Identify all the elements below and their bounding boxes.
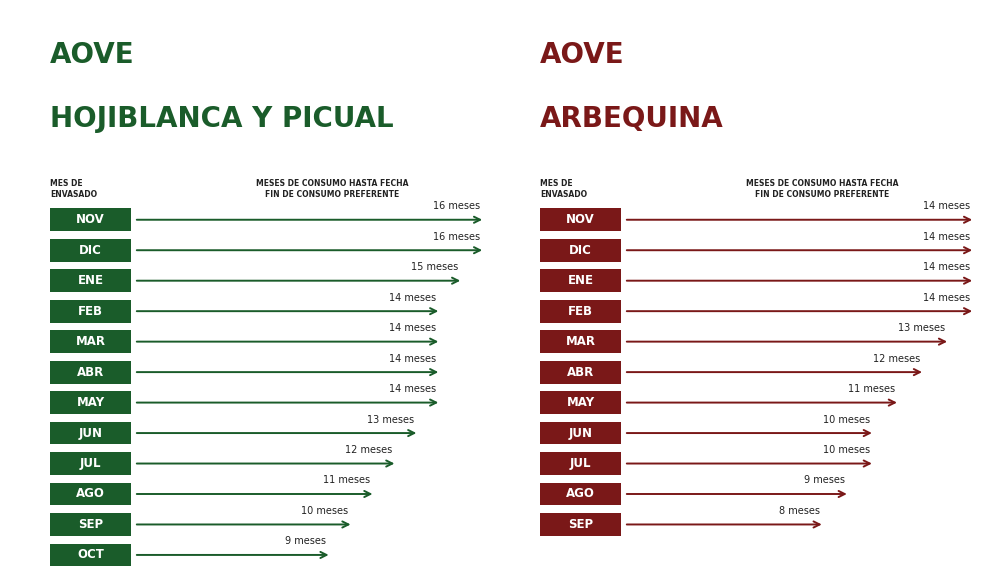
FancyBboxPatch shape (540, 422, 621, 444)
Text: 9 meses: 9 meses (285, 536, 326, 546)
FancyBboxPatch shape (50, 452, 131, 475)
Text: AOVE: AOVE (50, 41, 135, 69)
Text: MAY: MAY (566, 396, 595, 409)
FancyBboxPatch shape (540, 482, 621, 505)
Text: 11 meses: 11 meses (848, 384, 895, 394)
FancyBboxPatch shape (50, 300, 131, 322)
FancyBboxPatch shape (50, 331, 131, 353)
FancyBboxPatch shape (540, 391, 621, 414)
Text: 16 meses: 16 meses (433, 201, 480, 211)
Text: 14 meses: 14 meses (389, 292, 436, 302)
Text: MAY: MAY (76, 396, 105, 409)
Text: SEP: SEP (78, 518, 103, 531)
Text: 14 meses: 14 meses (923, 292, 970, 302)
Text: FEB: FEB (568, 305, 593, 318)
Text: JUL: JUL (570, 457, 591, 470)
Text: MES DE
ENVASADO: MES DE ENVASADO (540, 179, 587, 199)
FancyBboxPatch shape (50, 513, 131, 536)
FancyBboxPatch shape (540, 300, 621, 322)
Text: ABR: ABR (567, 366, 594, 379)
Text: DIC: DIC (79, 244, 102, 257)
FancyBboxPatch shape (540, 361, 621, 384)
Text: 16 meses: 16 meses (433, 231, 480, 241)
Text: DIC: DIC (569, 244, 592, 257)
Text: MESES DE CONSUMO HASTA FECHA
FIN DE CONSUMO PREFERENTE: MESES DE CONSUMO HASTA FECHA FIN DE CONS… (256, 179, 409, 199)
Text: 8 meses: 8 meses (779, 506, 820, 516)
Text: 14 meses: 14 meses (389, 323, 436, 333)
Text: JUN: JUN (568, 427, 592, 440)
Text: FEB: FEB (78, 305, 103, 318)
Text: 14 meses: 14 meses (389, 353, 436, 363)
Text: ABR: ABR (77, 366, 104, 379)
Text: 12 meses: 12 meses (345, 445, 392, 455)
FancyBboxPatch shape (540, 239, 621, 261)
Text: HOJIBLANCA Y PICUAL: HOJIBLANCA Y PICUAL (50, 105, 394, 134)
Text: NOV: NOV (566, 213, 595, 226)
FancyBboxPatch shape (50, 239, 131, 261)
Text: 9 meses: 9 meses (804, 475, 845, 485)
FancyBboxPatch shape (50, 361, 131, 384)
Text: 13 meses: 13 meses (898, 323, 945, 333)
FancyBboxPatch shape (50, 391, 131, 414)
Text: 14 meses: 14 meses (923, 262, 970, 272)
Text: AGO: AGO (76, 488, 105, 500)
FancyBboxPatch shape (50, 208, 131, 231)
Text: 10 meses: 10 meses (823, 445, 870, 455)
Text: OCT: OCT (77, 548, 104, 561)
Text: ARBEQUINA: ARBEQUINA (540, 105, 724, 134)
FancyBboxPatch shape (50, 482, 131, 505)
Text: 14 meses: 14 meses (923, 201, 970, 211)
Text: SEP: SEP (568, 518, 593, 531)
FancyBboxPatch shape (540, 208, 621, 231)
Text: JUL: JUL (80, 457, 101, 470)
Text: MES DE
ENVASADO: MES DE ENVASADO (50, 179, 97, 199)
Text: 12 meses: 12 meses (873, 353, 920, 363)
Text: MAR: MAR (566, 335, 596, 348)
FancyBboxPatch shape (50, 422, 131, 444)
FancyBboxPatch shape (50, 269, 131, 292)
Text: 14 meses: 14 meses (923, 231, 970, 241)
Text: MESES DE CONSUMO HASTA FECHA
FIN DE CONSUMO PREFERENTE: MESES DE CONSUMO HASTA FECHA FIN DE CONS… (746, 179, 899, 199)
Text: 15 meses: 15 meses (411, 262, 458, 272)
FancyBboxPatch shape (50, 544, 131, 566)
FancyBboxPatch shape (540, 269, 621, 292)
Text: NOV: NOV (76, 213, 105, 226)
FancyBboxPatch shape (540, 331, 621, 353)
Text: 10 meses: 10 meses (823, 414, 870, 424)
Text: 10 meses: 10 meses (301, 506, 348, 516)
Text: ENE: ENE (78, 274, 104, 287)
FancyBboxPatch shape (540, 513, 621, 536)
Text: 14 meses: 14 meses (389, 384, 436, 394)
FancyBboxPatch shape (540, 452, 621, 475)
Text: 13 meses: 13 meses (367, 414, 414, 424)
Text: ENE: ENE (568, 274, 594, 287)
Text: AGO: AGO (566, 488, 595, 500)
Text: MAR: MAR (76, 335, 106, 348)
Text: 11 meses: 11 meses (323, 475, 370, 485)
Text: JUN: JUN (78, 427, 103, 440)
Text: AOVE: AOVE (540, 41, 625, 69)
